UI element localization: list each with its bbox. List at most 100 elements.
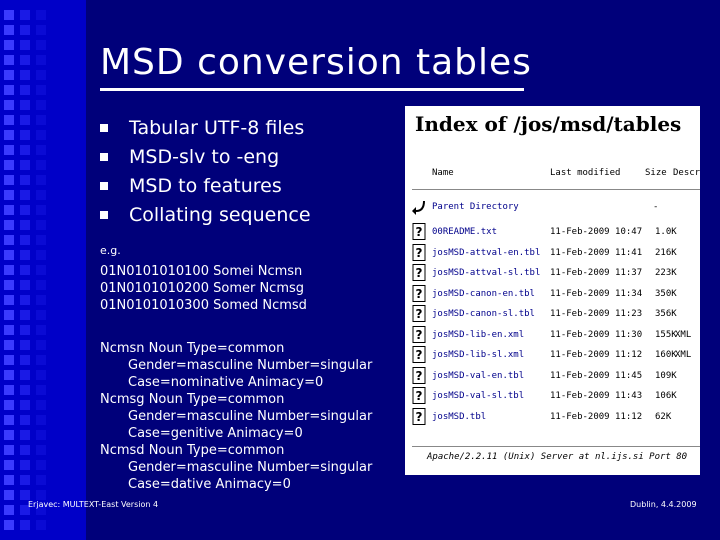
- svg-text:?: ?: [416, 266, 423, 280]
- decorative-square: [4, 190, 14, 200]
- file-link[interactable]: 00README.txt: [432, 227, 498, 237]
- decorative-square: [36, 85, 46, 95]
- decorative-square: [36, 235, 46, 245]
- unknown-file-icon: ?: [412, 243, 426, 261]
- decorative-square: [4, 115, 14, 125]
- file-size: -: [653, 202, 659, 212]
- decorative-square: [4, 265, 14, 275]
- unknown-file-icon: ?: [412, 223, 426, 240]
- file-link[interactable]: josMSD-attval-en.tbl: [432, 247, 541, 258]
- file-row[interactable]: ? josMSD-canon-en.tbl 11-Feb-2009 11:34 350…: [405, 284, 700, 305]
- decorative-square: [4, 55, 14, 65]
- file-date: 11-Feb-2009 11:37: [550, 268, 643, 278]
- file-size: 223K: [655, 268, 677, 278]
- feature-line: Gender=masculine Number=singular: [128, 358, 373, 373]
- directory-listing-screenshot: Index of /jos/msd/tables Name Last modif…: [405, 106, 700, 475]
- file-date: 11-Feb-2009 11:41: [550, 247, 643, 258]
- file-description: XML: [675, 350, 692, 360]
- decorative-square: [36, 10, 46, 20]
- decorative-square: [20, 190, 30, 200]
- file-link[interactable]: josMSD-val-sl.tbl: [432, 391, 525, 401]
- file-link[interactable]: josMSD-lib-sl.xml: [432, 350, 525, 360]
- file-row[interactable]: ? josMSD-attval-en.tbl 11-Feb-2009 11:41 21…: [405, 243, 700, 264]
- file-row[interactable]: ? josMSD.tbl 11-Feb-2009 11:12 62K: [405, 407, 700, 428]
- feature-line: Case=dative Animacy=0: [128, 477, 291, 492]
- decorative-square: [4, 445, 14, 455]
- file-link[interactable]: josMSD-attval-sl.tbl: [432, 268, 541, 278]
- file-row[interactable]: ? josMSD-attval-sl.tbl 11-Feb-2009 11:37 22…: [405, 264, 700, 284]
- decorative-square: [20, 475, 30, 485]
- bullet-text: Tabular UTF-8 files: [129, 117, 305, 139]
- decorative-square: [20, 10, 30, 20]
- column-header-modified[interactable]: Last modified: [550, 168, 621, 178]
- column-header-description[interactable]: Descr: [673, 168, 700, 178]
- decorative-square: [20, 250, 30, 260]
- feature-line: Gender=masculine Number=singular: [128, 409, 373, 424]
- file-size: 160K: [655, 350, 677, 360]
- decorative-square: [36, 175, 46, 185]
- parent-directory-row[interactable]: Parent Directory -: [405, 198, 700, 218]
- decorative-square: [36, 415, 46, 425]
- decorative-square: [20, 355, 30, 365]
- file-row[interactable]: ? josMSD-canon-sl.tbl 11-Feb-2009 11:23 356…: [405, 305, 700, 325]
- bullet-text: MSD to features: [129, 175, 282, 197]
- feature-line: Gender=masculine Number=singular: [128, 460, 373, 475]
- column-header-size[interactable]: Size: [645, 168, 667, 178]
- file-link[interactable]: josMSD.tbl: [432, 411, 487, 422]
- svg-text:?: ?: [416, 307, 423, 321]
- decorative-square: [36, 100, 46, 110]
- decorative-square: [4, 205, 14, 215]
- decorative-square: [20, 430, 30, 440]
- decorative-square: [4, 280, 14, 290]
- decorative-square: [4, 310, 14, 320]
- svg-text:?: ?: [416, 348, 423, 362]
- feature-definitions: Ncmsn Noun Type=common Gender=masculine …: [100, 340, 372, 493]
- decorative-square: [36, 310, 46, 320]
- file-size: 216K: [655, 247, 677, 258]
- file-link[interactable]: josMSD-lib-en.xml: [432, 329, 525, 340]
- footer-author: Erjavec: MULTEXT-East Version 4: [28, 500, 159, 509]
- file-link[interactable]: josMSD-canon-en.tbl: [432, 288, 535, 299]
- decorative-square: [4, 130, 14, 140]
- file-date: 11-Feb-2009 11:34: [550, 288, 643, 299]
- svg-text:?: ?: [416, 287, 423, 301]
- decorative-square: [4, 100, 14, 110]
- column-header-name[interactable]: Name: [432, 168, 454, 178]
- code-line: 01N0101010100 Somei Ncmsn: [100, 264, 303, 279]
- decorative-square: [4, 295, 14, 305]
- example-label: e.g.: [100, 244, 121, 257]
- file-row[interactable]: ? 00README.txt 11-Feb-2009 10:47 1.0K: [405, 223, 700, 243]
- decorative-square: [20, 445, 30, 455]
- bullet-item: Tabular UTF-8 files: [100, 114, 311, 143]
- decorative-square: [4, 235, 14, 245]
- unknown-file-icon: ?: [412, 305, 426, 322]
- decorative-square: [4, 10, 14, 20]
- decorative-square: [36, 265, 46, 275]
- decorative-square: [20, 400, 30, 410]
- decorative-square: [36, 355, 46, 365]
- feature-line: Case=nominative Animacy=0: [128, 375, 324, 390]
- decorative-square: [36, 205, 46, 215]
- parent-directory-link[interactable]: Parent Directory: [432, 202, 519, 212]
- file-row[interactable]: ? josMSD-lib-en.xml 11-Feb-2009 11:30 155K X…: [405, 325, 700, 346]
- decorative-square: [20, 310, 30, 320]
- decorative-square: [20, 325, 30, 335]
- decorative-square: [20, 175, 30, 185]
- decorative-square: [4, 40, 14, 50]
- file-link[interactable]: josMSD-val-en.tbl: [432, 370, 525, 381]
- file-row[interactable]: ? josMSD-lib-sl.xml 11-Feb-2009 11:12 160K X…: [405, 346, 700, 366]
- file-size: 106K: [655, 391, 677, 401]
- file-link[interactable]: josMSD-canon-sl.tbl: [432, 309, 535, 319]
- decorative-square: [36, 490, 46, 500]
- feature-head: Ncmsd Noun Type=common: [100, 443, 285, 458]
- code-line: 01N0101010200 Somer Ncmsg: [100, 281, 305, 296]
- svg-text:?: ?: [416, 328, 423, 342]
- file-row[interactable]: ? josMSD-val-en.tbl 11-Feb-2009 11:45 109K: [405, 366, 700, 387]
- file-size: 62K: [655, 411, 672, 422]
- file-row[interactable]: ? josMSD-val-sl.tbl 11-Feb-2009 11:43 106K: [405, 387, 700, 407]
- decorative-square: [4, 175, 14, 185]
- file-date: 11-Feb-2009 10:47: [550, 227, 643, 237]
- decorative-square: [4, 325, 14, 335]
- unknown-file-icon: ?: [412, 407, 426, 425]
- decorative-square: [20, 295, 30, 305]
